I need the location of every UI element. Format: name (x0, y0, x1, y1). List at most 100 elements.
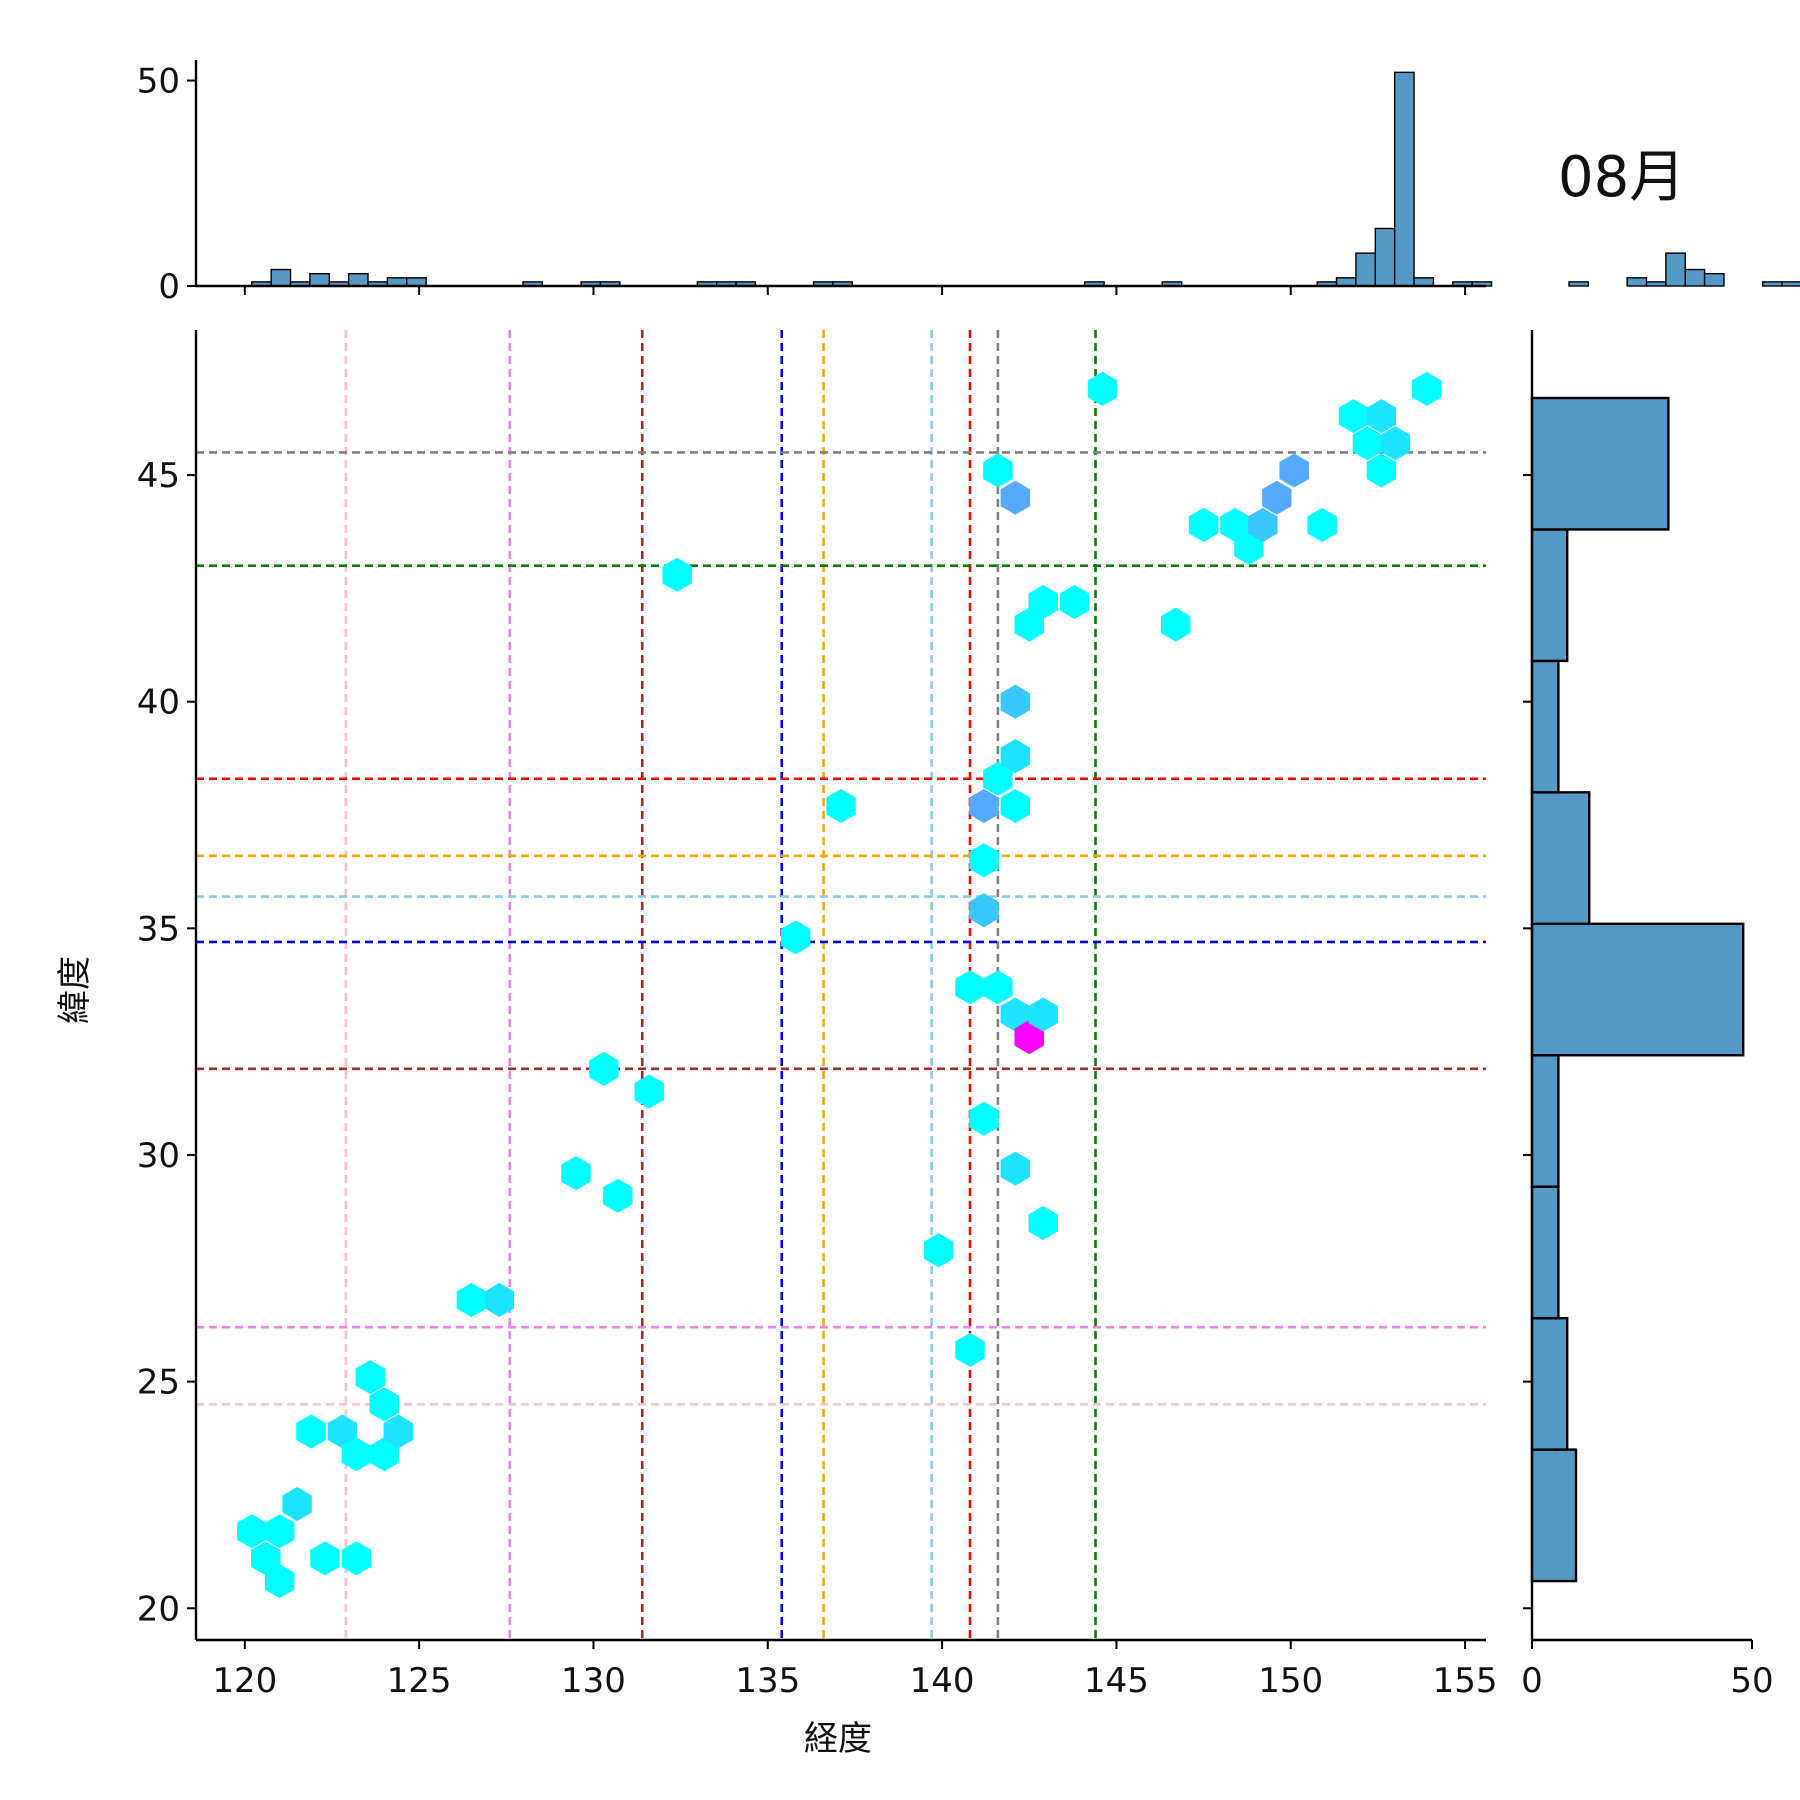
hexbin-cell (341, 1437, 372, 1472)
hexbin-cell (561, 1156, 591, 1191)
hexbin-cell (634, 1074, 664, 1109)
top-hist-bar (1335, 277, 1357, 287)
hexbin-cell (1000, 480, 1030, 515)
right-marginal-histogram: 0 50 (1521, 330, 1774, 1701)
top-hist-bar (1626, 277, 1648, 287)
hexbin-cell (1000, 739, 1030, 774)
top-hist-bar (386, 277, 408, 287)
top-hist-bar (1665, 252, 1686, 287)
hexbin-cell (1000, 684, 1030, 719)
x-tick-label: 125 (387, 1661, 452, 1701)
top-marginal-histogram: 0 50 (137, 60, 1800, 307)
hexbin-cell (1412, 371, 1442, 406)
hexbin-cell (265, 1564, 295, 1599)
hexbin-cell (969, 843, 999, 878)
top-hist-y-tick-label: 50 (137, 62, 180, 102)
top-hist-bar (1374, 227, 1396, 287)
y-tick-label: 20 (137, 1589, 180, 1629)
hexbin-cell (237, 1514, 267, 1549)
y-tick-label: 45 (137, 456, 180, 496)
top-hist-bar (1393, 71, 1415, 287)
hexbin-cell (1262, 480, 1292, 515)
right-hist-bar (1530, 528, 1569, 663)
hexbin-cell (310, 1541, 340, 1576)
y-tick-label: 35 (137, 909, 180, 949)
hexbin-cell (969, 1101, 999, 1136)
hexbin-cell (1338, 399, 1369, 434)
top-hist-bar (1645, 281, 1667, 287)
top-hist-y-tick-label: 0 (158, 267, 180, 307)
hexbin-cell (1279, 453, 1309, 488)
hexbin-cell (1234, 530, 1264, 565)
top-hist-bar (309, 272, 330, 287)
hexbin-cell (456, 1283, 487, 1317)
top-hist-bar (1413, 277, 1435, 287)
hexbin-cell (955, 970, 985, 1005)
hexbin-cell (1380, 426, 1411, 461)
right-hist-x-tick-label: 50 (1730, 1661, 1773, 1701)
top-hist-bar (270, 268, 292, 287)
hexbin-cell (983, 970, 1013, 1005)
hexbin-cell (826, 789, 856, 823)
hexbin-cell (355, 1360, 385, 1395)
top-hist-bar (1703, 272, 1725, 287)
top-hist-bar (406, 277, 427, 287)
month-title: 08月 (1558, 145, 1685, 210)
hexbin-cell (1028, 1206, 1058, 1240)
top-hist-bar (1762, 281, 1783, 287)
hexbin-cell (296, 1414, 326, 1449)
hexbin-cell (969, 893, 999, 928)
hexbin-cell (369, 1387, 399, 1422)
hexbin-cell (1307, 507, 1337, 542)
hexbin-cell (484, 1283, 514, 1317)
hexbin-cell (1248, 507, 1278, 542)
hexbin-cell (1028, 585, 1058, 619)
x-tick-label: 130 (561, 1661, 626, 1701)
top-hist-bar (1781, 281, 1800, 287)
hexbin-cell (983, 761, 1013, 796)
x-tick-label: 140 (910, 1661, 975, 1701)
hexbin-cell (282, 1487, 312, 1521)
hexbin-cell (1366, 399, 1397, 434)
x-tick-label: 120 (212, 1661, 277, 1701)
hexbin-cell (1000, 997, 1030, 1032)
right-hist-bar (1530, 791, 1591, 926)
x-tick-label: 145 (1084, 1661, 1149, 1701)
top-hist-bar (347, 272, 369, 287)
y-tick-label: 40 (137, 683, 180, 723)
hexbin-cell (341, 1541, 372, 1576)
hexbin-cell (1000, 1151, 1030, 1186)
x-axis-title: 経度 (804, 1719, 872, 1759)
hexbin-cell (265, 1514, 295, 1549)
hexbin-cell (781, 920, 811, 955)
right-hist-bar (1530, 1448, 1578, 1583)
right-hist-bar (1530, 1054, 1560, 1188)
hexbin-cell (1014, 607, 1044, 642)
y-tick-label: 25 (137, 1363, 180, 1403)
hexbin-cell (1161, 607, 1191, 642)
right-hist-bar (1530, 1316, 1569, 1451)
hexbin-cell (1366, 453, 1397, 488)
hexbin-cell (1188, 507, 1219, 542)
y-tick-label: 30 (137, 1136, 180, 1176)
hexbin-cell (383, 1414, 413, 1449)
hexbin-cell (1352, 426, 1383, 461)
hexbin-cell (1028, 997, 1058, 1032)
hexbin-cell (1220, 507, 1250, 542)
hexbin-cell (662, 557, 692, 592)
hexbin-cell (983, 453, 1013, 488)
top-hist-bar (1684, 268, 1706, 287)
hexbin-cell (1059, 585, 1090, 619)
top-hist-bar (1355, 252, 1376, 287)
hexbin-cell (1000, 789, 1030, 823)
right-hist-bar (1530, 659, 1560, 794)
hexbin-cell (327, 1414, 358, 1449)
hexbin-cell (1087, 371, 1118, 406)
x-tick-label: 155 (1433, 1661, 1498, 1701)
right-hist-bar (1530, 396, 1670, 531)
right-hist-bar (1530, 922, 1745, 1057)
top-hist-bar (1568, 281, 1590, 287)
hexbin-cell (1014, 1020, 1044, 1055)
right-hist-bar (1530, 1185, 1560, 1320)
